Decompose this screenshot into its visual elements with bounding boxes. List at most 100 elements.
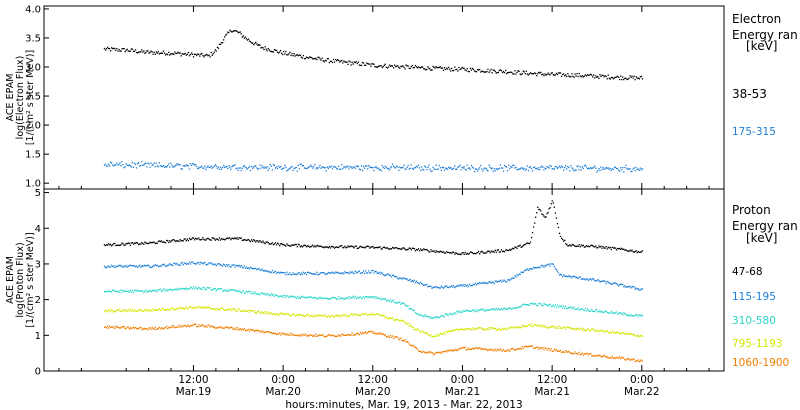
data-point <box>577 165 579 167</box>
data-point <box>581 166 583 168</box>
data-point <box>295 166 297 169</box>
data-point <box>438 317 440 319</box>
data-point <box>435 164 437 166</box>
data-point <box>602 280 604 282</box>
data-point <box>599 281 601 283</box>
data-point <box>444 313 447 315</box>
data-point <box>169 308 171 310</box>
data-point <box>398 66 400 68</box>
data-point <box>151 326 153 329</box>
data-point <box>384 317 386 319</box>
data-point <box>454 165 456 167</box>
data-point <box>140 164 142 167</box>
data-point <box>537 206 539 208</box>
data-point <box>198 305 200 308</box>
data-point <box>566 275 568 277</box>
data-point <box>288 53 290 55</box>
data-point <box>122 164 124 166</box>
data-point <box>474 168 477 170</box>
y-tick-label: 4 <box>35 224 41 235</box>
data-point <box>143 328 145 330</box>
data-point <box>547 327 549 329</box>
y-tick-label: 1.0 <box>25 179 41 190</box>
data-point <box>560 327 563 330</box>
data-point <box>381 66 383 69</box>
data-point <box>490 327 492 329</box>
data-point <box>357 333 360 335</box>
data-point <box>187 51 189 54</box>
data-point <box>413 248 415 250</box>
data-point <box>326 316 328 318</box>
data-point <box>640 359 643 361</box>
data-point <box>328 246 330 248</box>
data-point <box>219 264 222 266</box>
data-point <box>494 170 496 172</box>
data-point <box>291 244 293 246</box>
data-point <box>277 314 280 316</box>
data-point <box>412 168 414 170</box>
data-point <box>485 348 487 350</box>
data-point <box>640 314 643 316</box>
data-point <box>298 313 300 316</box>
data-point <box>156 52 158 54</box>
data-point <box>390 166 393 168</box>
data-point <box>442 333 445 335</box>
data-point <box>357 297 360 299</box>
data-point <box>117 50 119 52</box>
data-point <box>326 58 328 60</box>
data-point <box>253 44 255 46</box>
data-point <box>509 307 511 309</box>
data-point <box>621 283 623 285</box>
data-point <box>287 334 289 336</box>
data-point <box>565 165 567 167</box>
data-point <box>480 164 482 167</box>
data-point <box>362 295 365 298</box>
data-point <box>359 331 362 334</box>
data-point <box>534 303 536 305</box>
data-point <box>194 239 196 241</box>
data-point <box>283 167 285 169</box>
data-point <box>295 314 297 317</box>
data-point <box>218 326 221 329</box>
data-point <box>592 245 594 247</box>
data-point <box>490 348 492 350</box>
data-point <box>361 331 364 334</box>
data-point <box>351 167 353 169</box>
data-point <box>537 305 539 307</box>
data-point <box>406 322 408 325</box>
data-point <box>186 238 188 240</box>
data-point <box>179 306 181 308</box>
data-point <box>423 284 425 286</box>
data-point <box>438 287 440 289</box>
data-point <box>349 314 351 316</box>
data-point <box>149 266 151 269</box>
data-point <box>566 326 568 328</box>
data-point <box>333 297 336 299</box>
data-point <box>369 314 371 316</box>
data-point <box>628 286 630 288</box>
data-point <box>565 305 567 307</box>
data-point <box>434 251 436 254</box>
data-point <box>116 291 118 293</box>
data-point <box>315 168 317 170</box>
data-point <box>273 295 276 297</box>
data-point <box>454 311 456 314</box>
data-point <box>482 348 484 351</box>
data-point <box>546 73 548 76</box>
data-point <box>310 334 312 336</box>
data-point <box>247 267 250 269</box>
data-point <box>533 347 535 349</box>
data-point <box>633 358 635 361</box>
data-point <box>149 310 151 312</box>
data-point <box>549 303 551 305</box>
data-point <box>634 169 636 172</box>
data-point <box>628 358 630 360</box>
data-point <box>276 167 279 170</box>
data-point <box>144 264 146 266</box>
data-point <box>184 262 186 264</box>
data-point <box>141 329 143 331</box>
data-point <box>354 295 356 297</box>
data-point <box>577 245 579 247</box>
data-point <box>129 50 131 52</box>
data-point <box>545 264 547 266</box>
